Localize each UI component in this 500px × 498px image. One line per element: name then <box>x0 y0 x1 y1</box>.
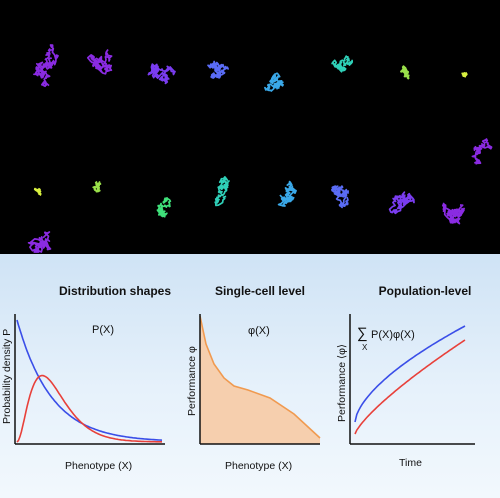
panel-3-ylabel: Performance ⟨φ⟩ <box>336 344 348 422</box>
lower-panels: Distribution shapes Single-cell level Po… <box>0 254 500 498</box>
panel-2-title: Single-cell level <box>214 284 306 298</box>
cell-trajectory <box>331 55 354 73</box>
cell-trajectories-image <box>27 44 493 253</box>
cell-trajectory <box>33 187 42 197</box>
panel-2-plot: φ(X) Performance φ Phenotype (X) <box>186 314 321 472</box>
cell-trajectory <box>330 185 349 209</box>
panel-1-curve-label: P(X) <box>92 324 114 336</box>
panel-3-sum-sub: X <box>362 343 368 352</box>
cell-trajectory <box>214 176 230 207</box>
cell-trajectory <box>86 49 113 75</box>
panel-3-sum-expr: P(X)φ(X) <box>371 329 415 341</box>
panel-2-xlabel: Phenotype (X) <box>225 460 292 472</box>
panel-1-xlabel: Phenotype (X) <box>65 460 132 472</box>
cell-trajectory <box>277 180 297 207</box>
panel-3-title: Population-level <box>378 284 472 298</box>
panel-2-curve-label: φ(X) <box>248 325 270 337</box>
cell-trajectory <box>147 63 176 85</box>
panel-2-ylabel: Performance φ <box>186 346 198 416</box>
panel-2-curve <box>199 315 321 439</box>
cell-trajectory <box>471 138 493 165</box>
cell-trajectory <box>388 191 415 215</box>
panel-1-narrow-curve <box>16 374 162 443</box>
cell-trajectory <box>92 180 102 193</box>
cell-trajectory <box>207 60 229 79</box>
panel-3-plot: ∑ X P(X)φ(X) Performance ⟨φ⟩ Time <box>336 314 475 469</box>
cell-trajectory <box>461 72 468 78</box>
cell-trajectory <box>441 202 466 225</box>
cell-trajectory <box>400 65 410 80</box>
panel-3-upper-curve <box>354 325 466 423</box>
cell-trajectory <box>33 44 59 88</box>
panel-1-broad-curve <box>16 319 163 441</box>
panel-3-sum-symbol: ∑ <box>357 325 368 342</box>
panel-1-plot: P(X) Probability density P Phenotype (X) <box>1 314 165 472</box>
panel-3-xlabel: Time <box>399 457 422 469</box>
panel-1-title: Distribution shapes <box>58 284 171 298</box>
trajectory-group <box>27 44 493 253</box>
cell-trajectory <box>27 231 52 253</box>
panel-3-lower-curve <box>354 339 466 435</box>
cell-trajectory <box>264 72 284 92</box>
panel-1-ylabel: Probability density P <box>1 329 13 424</box>
cell-trajectory <box>156 197 172 218</box>
